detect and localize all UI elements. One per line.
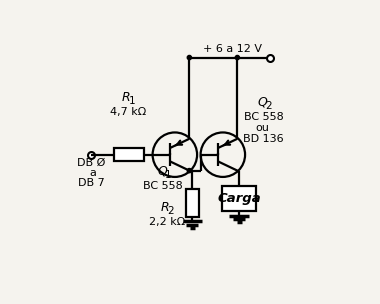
Text: ou: ou [256, 123, 269, 133]
Text: a: a [89, 168, 97, 178]
Text: BD 136: BD 136 [244, 134, 284, 144]
Text: R: R [161, 201, 169, 214]
Text: Q: Q [258, 95, 268, 109]
Circle shape [235, 55, 239, 60]
Bar [114, 148, 144, 161]
Text: Q: Q [157, 164, 167, 178]
Text: 2: 2 [265, 101, 272, 111]
Text: DB Ø: DB Ø [77, 158, 106, 168]
Bar [222, 186, 256, 211]
Circle shape [187, 168, 192, 173]
Text: 2: 2 [168, 206, 174, 216]
Circle shape [187, 55, 192, 60]
Text: + 6 a 12 V: + 6 a 12 V [203, 44, 262, 54]
Text: Carga: Carga [217, 192, 261, 205]
Text: R: R [122, 91, 130, 104]
Text: 4,7 kΩ: 4,7 kΩ [110, 107, 146, 117]
Text: 2,2 kΩ: 2,2 kΩ [149, 217, 185, 227]
Text: DB 7: DB 7 [78, 178, 104, 188]
Text: BC 558: BC 558 [244, 112, 284, 122]
Bar [186, 188, 199, 217]
Text: BC 558: BC 558 [143, 181, 183, 191]
Text: 1: 1 [165, 170, 171, 180]
Text: 1: 1 [129, 96, 135, 106]
